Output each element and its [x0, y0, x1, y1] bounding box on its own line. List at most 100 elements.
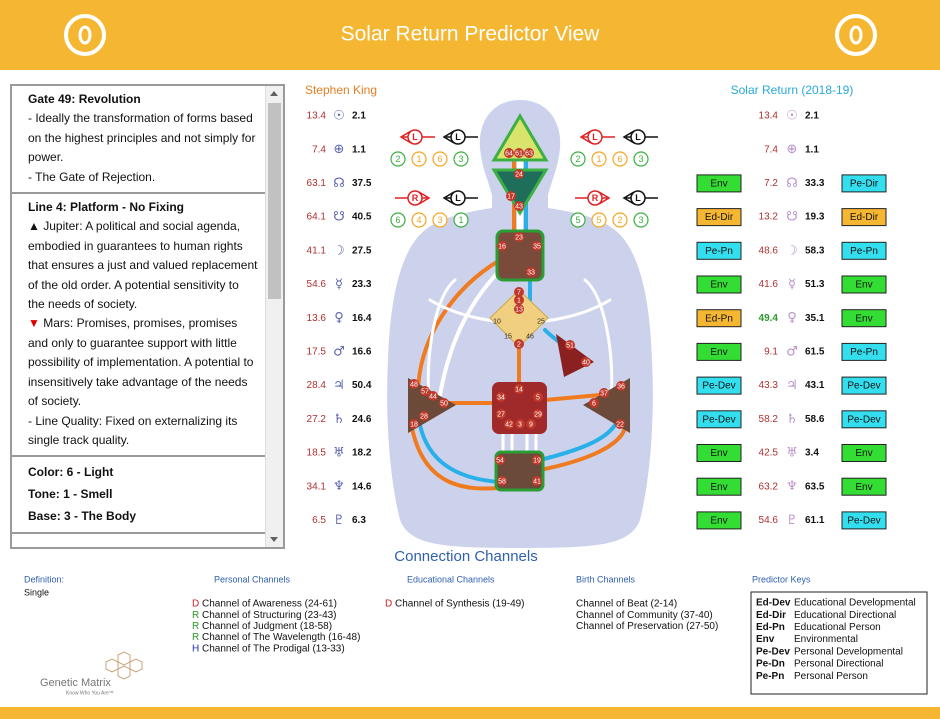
gate-number: 61 [515, 150, 523, 157]
gate-number: 46 [526, 333, 534, 340]
predictor-tag-label: Env [710, 280, 727, 291]
variable-circle [432, 212, 448, 228]
key-meaning: Educational Directional [794, 610, 896, 621]
natal-design: 7.4 [312, 144, 326, 155]
root-center [494, 450, 545, 492]
predictor-tag-label: Env [710, 516, 727, 527]
arrow-circle [587, 129, 603, 145]
section-title: Connection Channels [394, 548, 537, 565]
menu-icon[interactable] [64, 14, 106, 56]
gate-dot [514, 148, 524, 158]
footer-bar [0, 707, 940, 719]
return-design: 13.2 [759, 212, 779, 223]
variable-circle [453, 151, 469, 167]
gate-number: 13 [515, 306, 523, 313]
predictor-tag-label: Pe-Dev [702, 381, 735, 392]
channel-name: Channel of Awareness (24-61) [202, 599, 337, 610]
predictor-tag [841, 241, 887, 260]
gate-number: 22 [616, 421, 624, 428]
logo-mark [105, 651, 143, 680]
gate-number: 63 [525, 150, 533, 157]
gate-text: - Ideally the transformation of forms ba… [28, 111, 256, 165]
gate-number: 15 [504, 333, 512, 340]
planet-symbol: ☉ [333, 109, 345, 124]
return-design: 42.5 [759, 448, 779, 459]
predictor-tag-label: Env [855, 313, 872, 324]
channel-name: Channel of Structuring (23-43) [202, 610, 337, 621]
predictor-tag-label: Env [710, 347, 727, 358]
gate-dot [514, 304, 524, 314]
variable-circle [612, 151, 628, 167]
gate-number: 44 [429, 393, 437, 400]
natal-design: 28.4 [307, 380, 327, 391]
arrow-letter: R [412, 193, 419, 203]
natal-personality: 14.6 [352, 481, 372, 492]
variable-number: 3 [458, 154, 463, 164]
gate-number: 5 [536, 394, 540, 401]
return-design: 7.4 [764, 144, 778, 155]
gate-number: 37 [600, 390, 608, 397]
planet-symbol: ☊ [786, 176, 798, 191]
group-title: Personal Channels [214, 574, 291, 584]
planet-symbol: ♇ [333, 513, 345, 528]
planet-symbol: ☉ [786, 109, 798, 124]
gate-dot [565, 340, 575, 350]
gate-dot [514, 295, 524, 305]
gate-dot [420, 386, 430, 396]
channel-code: D [192, 599, 199, 610]
arrow-letter: L [635, 132, 641, 142]
gate-number: 35 [533, 243, 541, 250]
channel-name: Channel of The Wavelength (16-48) [202, 632, 360, 643]
predictor-tag-label: Pe-Dev [702, 414, 735, 425]
scroll-up[interactable] [270, 91, 278, 96]
settings-icon[interactable] [835, 14, 877, 56]
return-personality: 19.3 [805, 212, 825, 223]
key-meaning: Personal Directional [794, 659, 884, 670]
return-personality: 33.3 [805, 178, 825, 189]
gate-dot [526, 419, 536, 429]
gate-dot [409, 379, 419, 389]
group-title: Birth Channels [576, 574, 636, 584]
return-personality: 58.6 [805, 414, 825, 425]
gate-dot [589, 398, 599, 408]
key-code: Ed-Dev [756, 598, 791, 609]
planet-symbol: ⊕ [787, 142, 798, 157]
predictor-tag [696, 208, 742, 227]
planet-symbol: ♅ [786, 446, 798, 461]
gate-title: Gate 49: Revolution [28, 92, 141, 106]
return-design: 7.2 [764, 178, 778, 189]
natal-design: 17.5 [307, 347, 327, 358]
gate-text: - The Gate of Rejection. [28, 169, 156, 184]
planet-symbol: ♀ [334, 311, 344, 326]
natal-personality: 6.3 [352, 515, 366, 526]
return-design: 41.6 [759, 279, 779, 290]
mars-text: Mars: Promises, promises, promises and o… [28, 316, 254, 409]
gate-number: 3 [518, 421, 522, 428]
predictor-tag [841, 309, 887, 328]
variable-circle [633, 212, 649, 228]
planet-symbol: ♆ [333, 479, 345, 494]
gate-dot [532, 476, 542, 486]
natal-name: Stephen King [305, 83, 377, 97]
arrow-circle [630, 129, 646, 145]
gate-dot [504, 419, 514, 429]
predictor-tag [696, 376, 742, 395]
header-bar [0, 0, 940, 70]
scroll-down[interactable] [270, 537, 278, 542]
variable-circle [411, 151, 427, 167]
natal-design: 63.1 [307, 178, 327, 189]
natal-personality: 16.4 [352, 313, 372, 324]
arrow-circle [407, 129, 423, 145]
arrow-letter: L [635, 193, 641, 203]
return-personality: 3.4 [805, 448, 819, 459]
scroll-thumb[interactable] [268, 103, 281, 299]
gate-dot [581, 357, 591, 367]
solar-plexus-center [583, 378, 630, 433]
gate-dot [533, 409, 543, 419]
scrollbar[interactable] [265, 86, 283, 547]
detriment-marker: ▼ [28, 316, 40, 331]
return-personality: 61.5 [805, 347, 825, 358]
arrow-letter: L [412, 132, 418, 142]
